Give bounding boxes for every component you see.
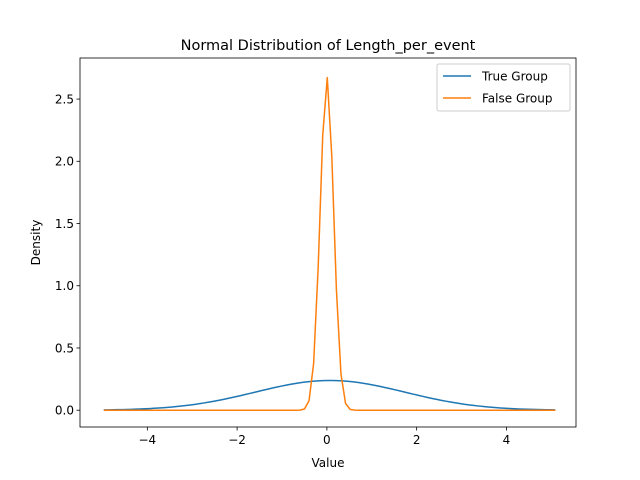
y-tick-label: 2.0: [55, 155, 74, 169]
y-tick-label: 0.5: [55, 341, 74, 355]
chart-title: Normal Distribution of Length_per_event: [181, 38, 476, 54]
legend: True Group False Group: [436, 63, 571, 112]
y-tick-label: 1.0: [55, 279, 74, 293]
x-tick-label: −2: [228, 433, 246, 447]
y-axis-ticks: 0.0 0.5 1.0 1.5 2.0 2.5: [55, 92, 80, 417]
x-tick-label: 4: [503, 433, 511, 447]
y-tick-label: 1.5: [55, 217, 74, 231]
x-axis-label: Value: [312, 456, 345, 470]
x-tick-label: 2: [413, 433, 421, 447]
legend-label: True Group: [481, 69, 548, 83]
series-line-false-group: [103, 76, 556, 411]
y-tick-label: 0.0: [55, 403, 74, 417]
y-tick-label: 2.5: [55, 92, 74, 106]
legend-label: False Group: [482, 91, 552, 105]
series-layer: [103, 76, 556, 411]
axes-frame: [79, 57, 577, 428]
axes-background: [80, 58, 576, 427]
x-tick-label: −4: [138, 433, 156, 447]
x-tick-label: 0: [323, 433, 331, 447]
plot-area: [79, 57, 577, 428]
series-line-true-group: [103, 379, 556, 411]
y-axis-label: Density: [29, 220, 43, 266]
x-axis-ticks: −4 −2 0 2 4: [138, 427, 510, 447]
